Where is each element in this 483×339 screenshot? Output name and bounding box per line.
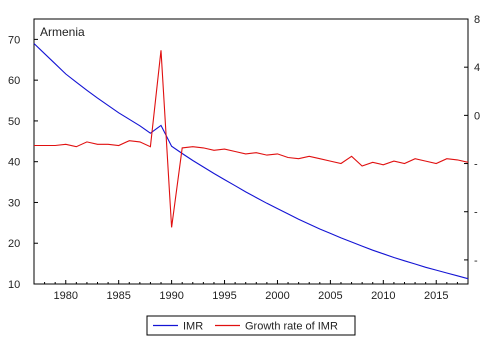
plot-frame [33, 18, 469, 285]
right-y-axis: 8 4 0 - - - [464, 14, 480, 267]
right-tick-label-0: 8 [474, 14, 480, 26]
left-tick-label-10: 10 [8, 279, 20, 291]
series-line-growth-rate [34, 50, 469, 228]
x-tick-label-2015: 2015 [424, 290, 448, 302]
right-tick-label-5: - [474, 255, 478, 267]
left-tick-label-20: 20 [8, 238, 20, 250]
legend: IMR Growth rate of IMR [146, 315, 356, 336]
left-y-axis: 10 20 30 40 50 60 70 [8, 34, 38, 291]
x-tick-label-2000: 2000 [265, 290, 289, 302]
right-tick-label-3: - [474, 159, 478, 171]
legend-label-imr: IMR [183, 321, 203, 333]
legend-label-growth: Growth rate of IMR [245, 321, 338, 333]
left-tick-label-60: 60 [8, 75, 20, 87]
x-tick-label-2010: 2010 [371, 290, 395, 302]
series-layer [33, 43, 469, 280]
left-tick-label-70: 70 [8, 34, 20, 46]
x-tick-label-2005: 2005 [318, 290, 342, 302]
left-tick-label-30: 30 [8, 197, 20, 209]
right-tick-label-1: 4 [474, 62, 480, 74]
series-line-imr [33, 43, 469, 280]
x-axis: 1980 1985 1990 1995 2000 2005 2010 2015 [33, 280, 469, 302]
panel-label: Armenia [40, 25, 85, 39]
left-tick-label-50: 50 [8, 116, 20, 128]
right-tick-label-2: 0 [474, 110, 480, 122]
x-tick-label-1995: 1995 [212, 290, 236, 302]
x-tick-label-1980: 1980 [54, 290, 78, 302]
x-tick-label-1990: 1990 [159, 290, 183, 302]
right-tick-label-4: - [474, 207, 478, 219]
legend-box [146, 315, 356, 336]
left-tick-label-40: 40 [8, 157, 20, 169]
x-tick-label-1985: 1985 [106, 290, 130, 302]
